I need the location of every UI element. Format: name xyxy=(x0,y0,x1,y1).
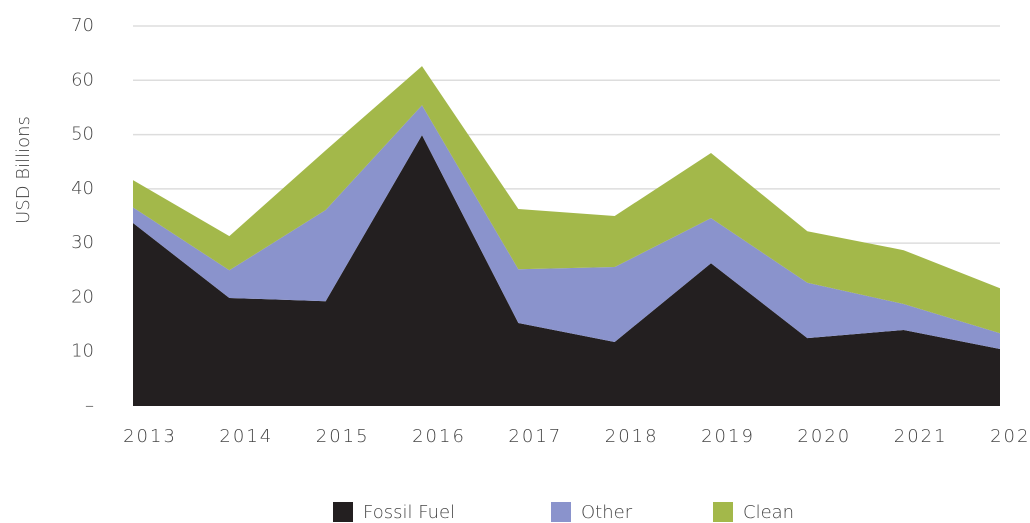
y-tick-label: 10 xyxy=(71,341,94,362)
area xyxy=(133,135,1000,406)
x-tick-label: 2020 xyxy=(797,426,851,447)
legend-swatch xyxy=(551,502,571,522)
y-tick-label: 50 xyxy=(71,124,94,145)
y-axis-label: USD Billions xyxy=(13,116,34,224)
legend-label: Fossil Fuel xyxy=(363,502,455,523)
y-tick-label: 40 xyxy=(71,178,94,199)
y-tick-label: 70 xyxy=(71,15,94,36)
area xyxy=(133,66,1000,334)
x-tick-label: 2014 xyxy=(219,426,273,447)
y-tick-label: 60 xyxy=(71,69,94,90)
x-tick-label: 2016 xyxy=(412,426,466,447)
y-tick-label: 20 xyxy=(71,286,94,307)
y-tick-label: – xyxy=(85,395,94,416)
area xyxy=(133,105,1000,349)
x-tick-label: 2015 xyxy=(316,426,370,447)
x-tick-label: 2022 xyxy=(990,426,1030,447)
legend-swatch xyxy=(333,502,353,522)
x-tick-label: 2018 xyxy=(605,426,659,447)
legend-label: Clean xyxy=(743,502,794,523)
x-tick-label: 2017 xyxy=(508,426,562,447)
legend-label: Other xyxy=(581,502,633,523)
x-tick-label: 2019 xyxy=(701,426,755,447)
legend-swatch xyxy=(713,502,733,522)
x-tick-label: 2013 xyxy=(123,426,177,447)
y-tick-label: 30 xyxy=(71,232,94,253)
x-tick-label: 2021 xyxy=(894,426,948,447)
